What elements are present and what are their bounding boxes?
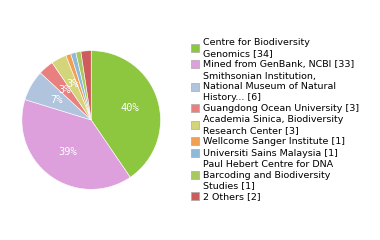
Text: 7%: 7% — [50, 95, 63, 105]
Wedge shape — [66, 54, 91, 120]
Wedge shape — [76, 51, 91, 120]
Wedge shape — [52, 55, 91, 120]
Text: 3%: 3% — [66, 79, 79, 90]
Text: 3%: 3% — [59, 84, 71, 95]
Wedge shape — [22, 100, 130, 189]
Wedge shape — [81, 51, 91, 120]
Wedge shape — [25, 73, 91, 120]
Text: 39%: 39% — [58, 147, 77, 157]
Wedge shape — [40, 63, 91, 120]
Legend: Centre for Biodiversity
Genomics [34], Mined from GenBank, NCBI [33], Smithsonia: Centre for Biodiversity Genomics [34], M… — [191, 38, 359, 202]
Wedge shape — [71, 52, 91, 120]
Wedge shape — [91, 51, 160, 177]
Text: 40%: 40% — [120, 103, 139, 113]
